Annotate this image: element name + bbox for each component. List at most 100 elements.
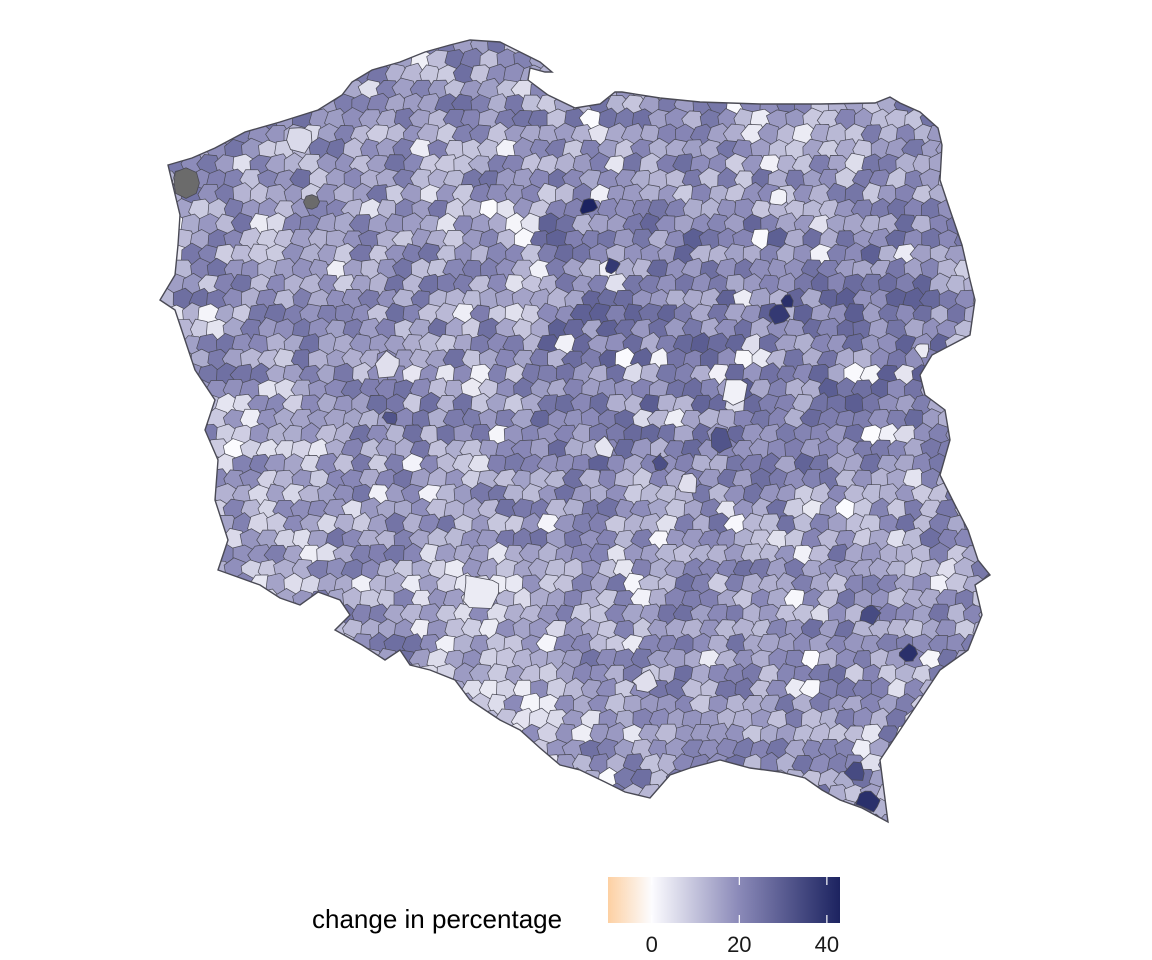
municipality-area bbox=[206, 678, 232, 701]
municipality-area bbox=[912, 63, 937, 85]
municipality-area bbox=[199, 694, 222, 717]
municipality-area bbox=[385, 40, 409, 57]
municipality-area bbox=[307, 77, 332, 101]
municipality-area bbox=[970, 40, 990, 41]
municipality-area bbox=[562, 799, 589, 821]
municipality-area bbox=[182, 782, 205, 806]
municipality-area bbox=[979, 64, 990, 87]
municipality-area bbox=[978, 184, 990, 206]
municipality-area bbox=[963, 93, 987, 116]
municipality-area bbox=[248, 63, 275, 86]
municipality-area bbox=[495, 799, 521, 821]
municipality-area bbox=[182, 124, 204, 147]
municipality-area bbox=[910, 40, 937, 57]
municipality-area bbox=[239, 799, 264, 821]
municipality-area bbox=[170, 409, 196, 431]
municipality-area bbox=[682, 770, 706, 791]
legend-tick-label-20: 20 bbox=[727, 932, 752, 957]
municipality-area bbox=[163, 572, 187, 598]
municipality-area bbox=[929, 784, 953, 806]
high-change-municipalities bbox=[286, 127, 930, 813]
municipality-area bbox=[160, 739, 179, 762]
municipality-area bbox=[801, 79, 827, 101]
municipality-area bbox=[160, 304, 171, 325]
municipality-area bbox=[408, 40, 435, 43]
municipality-area bbox=[314, 815, 342, 822]
municipality-area bbox=[571, 63, 596, 86]
municipality-area bbox=[180, 393, 204, 418]
municipality-area bbox=[160, 348, 180, 373]
municipality-area bbox=[160, 769, 164, 792]
municipality-area bbox=[197, 602, 220, 627]
municipality-area bbox=[869, 48, 894, 71]
municipality-area bbox=[793, 814, 816, 822]
municipality-area bbox=[402, 724, 426, 746]
municipality-area bbox=[734, 77, 756, 101]
municipality-area bbox=[964, 753, 986, 779]
municipality-area bbox=[163, 363, 187, 386]
municipality-area bbox=[750, 79, 776, 102]
municipality-area bbox=[267, 62, 289, 89]
municipality-area bbox=[160, 243, 172, 266]
municipality-area bbox=[392, 740, 418, 762]
municipality-area bbox=[929, 754, 954, 778]
municipality-area bbox=[258, 40, 281, 42]
municipality-area bbox=[240, 617, 266, 643]
municipality-area bbox=[927, 813, 953, 822]
municipality-cells bbox=[160, 40, 990, 822]
municipality-area bbox=[216, 40, 238, 56]
municipality-area bbox=[348, 724, 375, 746]
municipality-area bbox=[249, 634, 272, 656]
municipality-area bbox=[478, 40, 502, 41]
legend-tick-label-40: 40 bbox=[814, 932, 840, 957]
municipality-area bbox=[160, 183, 172, 207]
municipality-area bbox=[979, 454, 990, 479]
municipality-area bbox=[946, 664, 968, 686]
municipality-area bbox=[238, 739, 264, 760]
municipality-area bbox=[673, 65, 698, 86]
municipality-area bbox=[530, 40, 554, 42]
municipality-area bbox=[946, 123, 970, 146]
municipality-area bbox=[160, 589, 181, 611]
high-change-area bbox=[780, 294, 794, 308]
municipality-area bbox=[198, 785, 223, 805]
municipality-area bbox=[290, 738, 314, 763]
municipality-area bbox=[530, 797, 552, 822]
municipality-area bbox=[894, 64, 918, 88]
municipality-area bbox=[962, 123, 987, 149]
municipality-area bbox=[978, 423, 990, 445]
municipality-area bbox=[971, 649, 990, 671]
municipality-area bbox=[861, 63, 885, 86]
municipality-area bbox=[750, 768, 774, 791]
municipality-area bbox=[596, 799, 623, 821]
municipality-area bbox=[963, 394, 986, 416]
municipality-area bbox=[266, 722, 289, 746]
municipality-area bbox=[819, 78, 844, 101]
municipality-area bbox=[954, 380, 978, 401]
municipality-area bbox=[733, 40, 757, 42]
municipality-area bbox=[970, 169, 990, 191]
municipality-area bbox=[732, 49, 759, 72]
municipality-area bbox=[160, 618, 180, 641]
municipality-area bbox=[180, 40, 206, 56]
municipality-area bbox=[160, 407, 161, 434]
municipality-area bbox=[825, 40, 851, 57]
municipality-area bbox=[944, 693, 969, 718]
municipality-area bbox=[160, 154, 171, 177]
municipality-area bbox=[859, 40, 885, 56]
municipality-area bbox=[214, 602, 237, 627]
municipality-area bbox=[179, 634, 206, 657]
municipality-area bbox=[478, 739, 501, 764]
municipality-area bbox=[246, 814, 272, 822]
municipality-area bbox=[160, 499, 161, 523]
municipality-area bbox=[544, 47, 571, 72]
municipality-area bbox=[223, 107, 246, 132]
municipality-area bbox=[160, 347, 162, 373]
municipality-area bbox=[937, 40, 963, 41]
municipality-area bbox=[264, 784, 290, 806]
municipality-area bbox=[580, 40, 604, 41]
municipality-area bbox=[884, 48, 911, 71]
high-change-area bbox=[898, 643, 919, 662]
municipality-area bbox=[160, 544, 170, 567]
municipality-area bbox=[970, 709, 990, 732]
